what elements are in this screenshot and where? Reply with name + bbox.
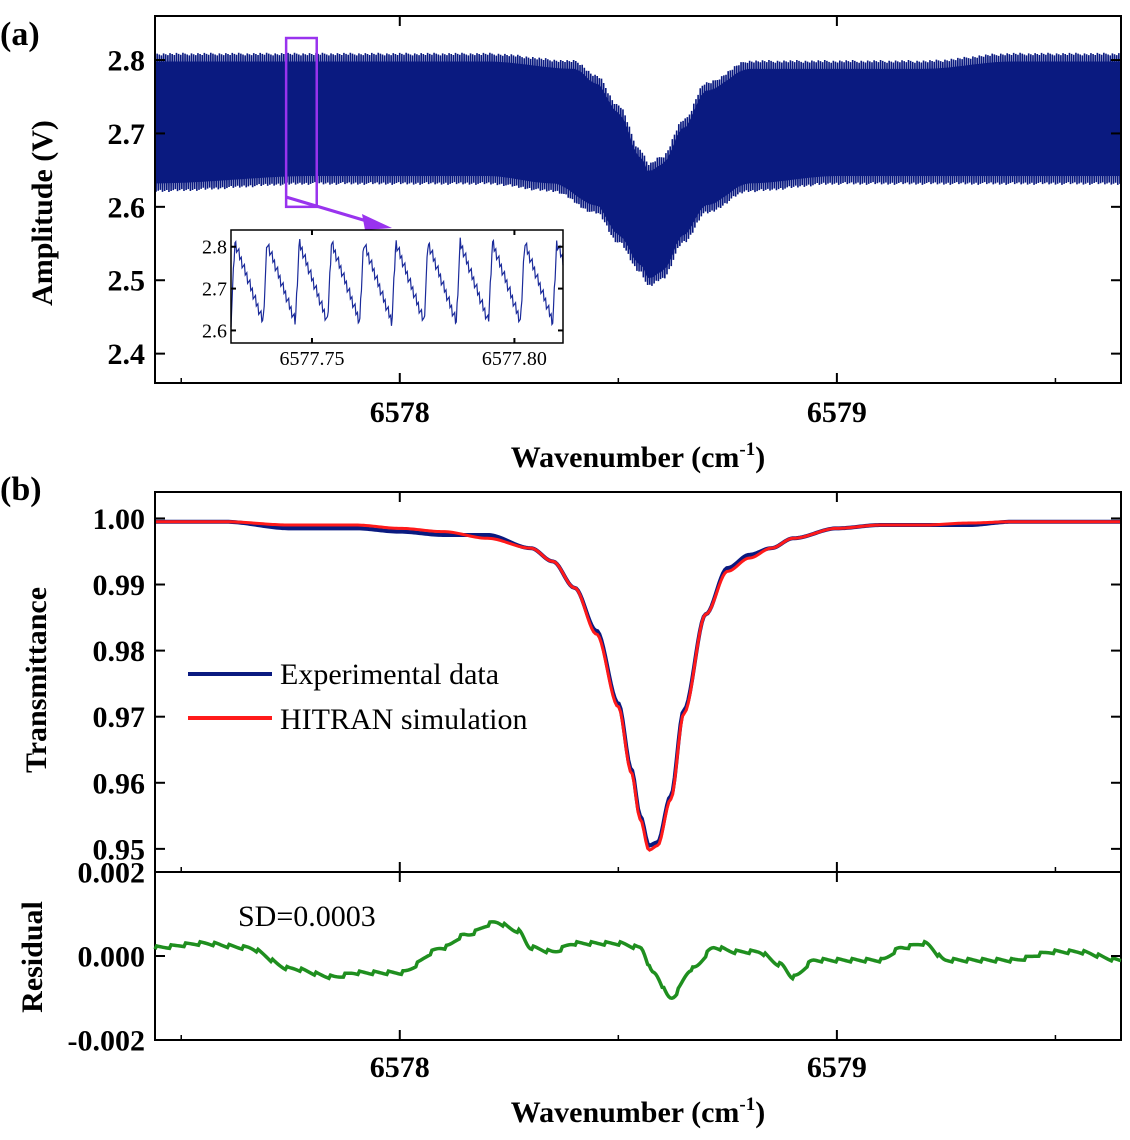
panel-a-x-label-sup: -1 bbox=[739, 439, 755, 460]
b-y-tick-label-0: 1.00 bbox=[93, 503, 146, 536]
signal-band bbox=[155, 61, 1121, 278]
panel-b-x-label-main: Wavenumber (cm bbox=[511, 1096, 740, 1129]
legend-label-experimental: Experimental data bbox=[280, 658, 499, 691]
highlight-arrow-head bbox=[362, 214, 392, 230]
inset-plot: 2.8 2.7 2.6 6577.75 6577.80 bbox=[202, 229, 564, 370]
residual-y-ticks: 0.002 0.000 -0.002 bbox=[68, 857, 1121, 1058]
residual-annotation: SD=0.0003 bbox=[238, 900, 376, 933]
legend: Experimental data HITRAN simulation bbox=[188, 658, 528, 736]
r-y-tick-label-2: -0.002 bbox=[68, 1025, 146, 1058]
r-y-tick-label-1: 0.000 bbox=[78, 941, 146, 974]
panel-a-label: (a) bbox=[0, 16, 40, 53]
inset-y-tick-label-2: 2.6 bbox=[202, 320, 227, 342]
inset-y-tick-label-1: 2.7 bbox=[202, 279, 227, 301]
b-y-tick-label-1: 0.99 bbox=[93, 569, 146, 602]
inset-plot-area bbox=[230, 237, 564, 328]
panel-a-x-label-end: ) bbox=[755, 441, 765, 474]
legend-label-hitran: HITRAN simulation bbox=[280, 703, 528, 736]
a-y-tick-label-3: 2.5 bbox=[108, 265, 146, 298]
panel-a: (a) 2.8 2.7 2.6 2.5 2.4 6578 6579 Amplitude (… bbox=[0, 15, 1122, 474]
panel-a-y-label: Amplitude (V) bbox=[26, 120, 59, 306]
panel-a-x-ticks: 6578 6579 bbox=[180, 16, 1057, 429]
inset-frame bbox=[230, 229, 564, 344]
highlight-box bbox=[284, 36, 318, 209]
inset-y-ticks: 2.8 2.7 2.6 bbox=[202, 237, 563, 342]
highlight-arrow bbox=[285, 195, 371, 224]
panel-b-y-ticks: 1.00 0.99 0.98 0.97 0.96 0.95 bbox=[93, 503, 1121, 866]
residual-plot-area bbox=[153, 920, 1122, 1001]
b-y-tick-label-3: 0.97 bbox=[93, 701, 146, 734]
residual-x-ticks: 6578 6579 bbox=[180, 872, 1057, 1084]
a-x-tick-label-1: 6579 bbox=[807, 396, 867, 429]
residual-y-label: Residual bbox=[16, 901, 49, 1013]
panel-b-y-label: Transmittance bbox=[20, 587, 53, 773]
inset-x-ticks: 6577.75 6577.80 bbox=[279, 230, 547, 370]
inset-x-tick-label-0: 6577.75 bbox=[279, 348, 344, 370]
a-x-tick-label-0: 6578 bbox=[370, 396, 430, 429]
a-y-tick-label-1: 2.7 bbox=[108, 118, 146, 151]
panel-b-plot-area bbox=[155, 519, 1121, 852]
inset-trace bbox=[230, 237, 564, 328]
panel-a-y-ticks: 2.8 2.7 2.6 2.5 2.4 bbox=[108, 45, 1121, 371]
panel-b-x-ticks bbox=[180, 492, 1057, 872]
r-x-tick-label-1: 6579 bbox=[807, 1051, 867, 1084]
a-y-tick-label-2: 2.6 bbox=[108, 191, 146, 224]
r-y-tick-label-0: 0.002 bbox=[78, 857, 146, 890]
panel-b-x-label: Wavenumber (cm-1) bbox=[511, 1094, 765, 1129]
a-y-tick-label-0: 2.8 bbox=[108, 45, 146, 78]
inset-y-tick-label-0: 2.8 bbox=[202, 237, 227, 259]
b-y-tick-label-4: 0.96 bbox=[93, 767, 146, 800]
inset-x-tick-label-1: 6577.80 bbox=[482, 348, 547, 370]
b-y-tick-label-2: 0.98 bbox=[93, 635, 146, 668]
residual-line bbox=[153, 920, 1122, 1001]
panel-b-x-label-sup: -1 bbox=[739, 1094, 755, 1115]
b-y-tick-label-5: 0.95 bbox=[93, 833, 146, 866]
panel-a-frame bbox=[154, 15, 1122, 384]
r-x-tick-label-0: 6578 bbox=[370, 1051, 430, 1084]
panel-b: (b) 1.00 0.99 0.98 0.97 0.96 0.95 Transmittan… bbox=[0, 471, 1122, 1129]
hitran-simulation-line bbox=[155, 520, 1121, 852]
panel-a-x-label: Wavenumber (cm-1) bbox=[511, 439, 765, 474]
panel-a-x-label-main: Wavenumber (cm bbox=[511, 441, 740, 474]
panel-b-label: (b) bbox=[0, 471, 42, 508]
panel-b-frame bbox=[154, 491, 1122, 1041]
a-y-tick-label-4: 2.4 bbox=[108, 338, 146, 371]
panel-b-x-label-end: ) bbox=[755, 1096, 765, 1129]
